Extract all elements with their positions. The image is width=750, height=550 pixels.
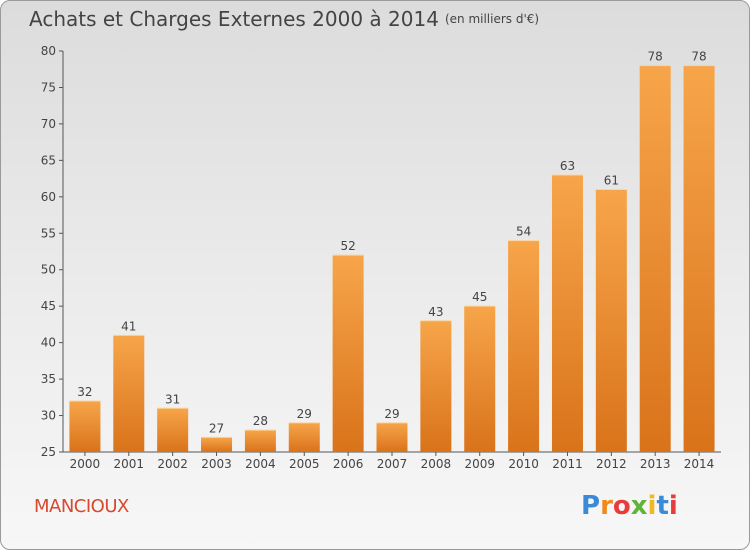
- logo-letter: t: [656, 491, 669, 521]
- logo-letter: x: [630, 491, 648, 521]
- data-label: 61: [604, 174, 619, 188]
- data-label: 31: [165, 392, 180, 406]
- y-tick-label: 45: [41, 299, 56, 313]
- data-label: 78: [691, 50, 706, 64]
- logo-letter: P: [581, 491, 601, 521]
- bar: [508, 240, 540, 452]
- bar: [201, 437, 233, 452]
- y-tick-label: 25: [41, 445, 56, 459]
- x-tick-label: 2010: [508, 457, 539, 471]
- data-label: 41: [121, 319, 136, 333]
- x-tick-label: 2003: [201, 457, 232, 471]
- x-tick-label: 2002: [157, 457, 188, 471]
- bar: [595, 189, 627, 452]
- x-tick-label: 2000: [70, 457, 101, 471]
- data-label: 28: [253, 414, 268, 428]
- bar: [113, 335, 145, 452]
- logo-letter: r: [600, 491, 613, 521]
- data-label: 63: [560, 159, 575, 173]
- commune-name: MANCIOUX: [34, 496, 129, 517]
- y-tick-label: 35: [41, 372, 56, 386]
- y-tick-label: 80: [41, 44, 56, 58]
- bar: [376, 422, 408, 452]
- title-text: Achats et Charges Externes 2000 à 2014: [29, 7, 439, 31]
- y-tick-label: 30: [41, 409, 56, 423]
- data-label: 29: [297, 407, 312, 421]
- x-tick-label: 2005: [289, 457, 320, 471]
- bar: [244, 430, 276, 452]
- data-label: 27: [209, 421, 224, 435]
- y-tick-label: 50: [41, 263, 56, 277]
- data-label: 29: [384, 407, 399, 421]
- data-label: 78: [648, 50, 663, 64]
- y-tick-label: 40: [41, 336, 56, 350]
- x-tick-label: 2006: [333, 457, 364, 471]
- x-tick-label: 2007: [377, 457, 408, 471]
- y-tick-label: 65: [41, 153, 56, 167]
- chart-title: Achats et Charges Externes 2000 à 2014 (e…: [29, 7, 539, 31]
- data-label: 43: [428, 305, 443, 319]
- x-tick-label: 2013: [640, 457, 671, 471]
- bar: [332, 255, 364, 452]
- x-tick-label: 2009: [464, 457, 495, 471]
- x-tick-label: 2008: [421, 457, 452, 471]
- logo-letter: i: [668, 491, 678, 521]
- data-label: 45: [472, 290, 487, 304]
- bar: [420, 320, 452, 452]
- logo-letter: i: [647, 491, 657, 521]
- y-tick-label: 75: [41, 80, 56, 94]
- logo-letter: o: [612, 491, 631, 521]
- y-tick-label: 70: [41, 117, 56, 131]
- bar: [551, 174, 583, 453]
- proxiti-logo: Proxiti: [581, 491, 678, 521]
- x-tick-label: 2001: [114, 457, 145, 471]
- x-tick-label: 2004: [245, 457, 276, 471]
- x-tick-label: 2012: [596, 457, 627, 471]
- data-label: 32: [77, 385, 92, 399]
- bar: [639, 65, 671, 452]
- x-tick-label: 2014: [684, 457, 715, 471]
- data-label: 52: [340, 239, 355, 253]
- bar: [683, 65, 715, 452]
- bar: [464, 306, 496, 452]
- bar: [69, 400, 101, 452]
- y-tick-label: 60: [41, 190, 56, 204]
- bar: [288, 422, 320, 452]
- y-tick-label: 55: [41, 226, 56, 240]
- x-tick-label: 2011: [552, 457, 583, 471]
- bar: [157, 408, 189, 452]
- data-label: 54: [516, 225, 531, 239]
- unit-label: (en milliers d'€): [444, 12, 540, 26]
